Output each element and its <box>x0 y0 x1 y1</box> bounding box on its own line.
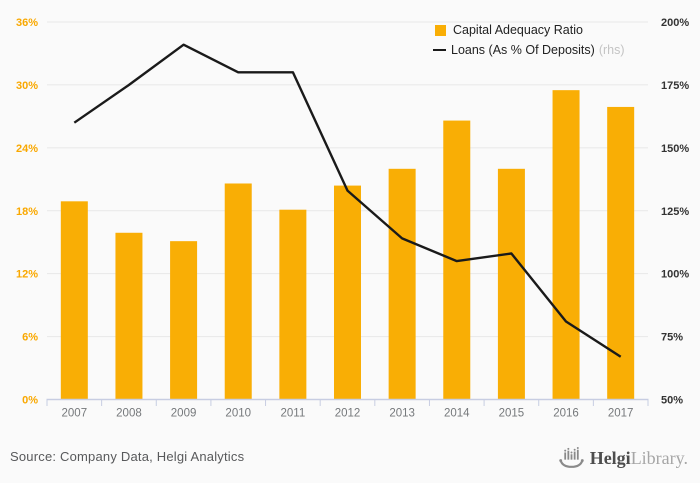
bar-2015 <box>497 168 525 400</box>
bar-2011 <box>279 209 307 400</box>
x-axis-label-2011: 2011 <box>280 408 305 420</box>
legend-suffix-rhs: (rhs) <box>598 43 625 57</box>
helgi-library-logo: HelgiLibrary. <box>558 444 690 469</box>
right-axis-label-150%: 150% <box>661 143 689 155</box>
right-axis-label-75%: 75% <box>661 332 683 344</box>
right-axis-label-200%: 200% <box>661 17 689 29</box>
x-axis-label-2007: 2007 <box>62 408 88 420</box>
x-axis-label-2014: 2014 <box>444 408 470 420</box>
left-axis-label-0%: 0% <box>22 395 38 407</box>
x-axis-label-2017: 2017 <box>608 408 634 420</box>
bar-swatch-icon <box>435 24 446 36</box>
right-axis-label-125%: 125% <box>661 206 689 218</box>
bar-2008 <box>115 232 143 400</box>
loans-line <box>73 43 622 358</box>
legend-item-loans: Loans (As % Of Deposits) (rhs) <box>433 40 625 60</box>
right-axis-label-100%: 100% <box>661 269 689 281</box>
bar-2007 <box>60 201 88 400</box>
left-axis-label-36%: 36% <box>16 17 38 29</box>
legend-item-capital-adequacy-ratio: Capital Adequacy Ratio <box>435 20 625 40</box>
x-axis-label-2013: 2013 <box>389 408 415 420</box>
right-axis-label-50%: 50% <box>661 395 683 407</box>
x-axis-label-2009: 2009 <box>171 408 197 420</box>
left-axis-label-30%: 30% <box>16 80 38 92</box>
bar-2013 <box>388 168 416 400</box>
left-axis-label-18%: 18% <box>16 206 38 218</box>
bar-2009 <box>170 241 198 400</box>
x-axis-label-2016: 2016 <box>553 408 579 420</box>
source-note: Source: Company Data, Helgi Analytics <box>10 449 245 464</box>
logo-text-helgi: Helgi <box>589 448 631 468</box>
x-axis-label-2012: 2012 <box>335 408 361 420</box>
x-axis-label-2010: 2010 <box>225 408 251 420</box>
bar-2016 <box>552 90 580 400</box>
logo-text: HelgiLibrary. <box>590 447 688 469</box>
footer: Source: Company Data, Helgi Analytics <box>0 430 700 483</box>
right-axis-label-175%: 175% <box>661 80 689 92</box>
left-axis-label-24%: 24% <box>16 143 38 155</box>
line-swatch-icon <box>433 48 446 52</box>
left-axis-label-12%: 12% <box>16 269 38 281</box>
left-axis-label-6%: 6% <box>22 332 38 344</box>
legend-label: Capital Adequacy Ratio <box>453 23 583 37</box>
chart-area: 0% 50% 6% 75% 12% 100% 18% 125% 24% 150% 30% 175% 36… <box>16 17 689 420</box>
legend-label: Loans (As % Of Deposits) <box>451 43 595 57</box>
logo-text-library: Library. <box>630 448 688 468</box>
legend: Capital Adequacy Ratio Loans (As % Of De… <box>433 20 625 60</box>
capital-adequacy-chart: 0% 50% 6% 75% 12% 100% 18% 125% 24% 150% 30% 175% 36… <box>16 17 689 420</box>
helgi-ship-icon <box>558 446 584 468</box>
x-axis-label-2008: 2008 <box>116 408 142 420</box>
bar-2012 <box>334 185 361 400</box>
x-axis-label-2015: 2015 <box>499 408 525 420</box>
bar-2010 <box>224 183 252 400</box>
